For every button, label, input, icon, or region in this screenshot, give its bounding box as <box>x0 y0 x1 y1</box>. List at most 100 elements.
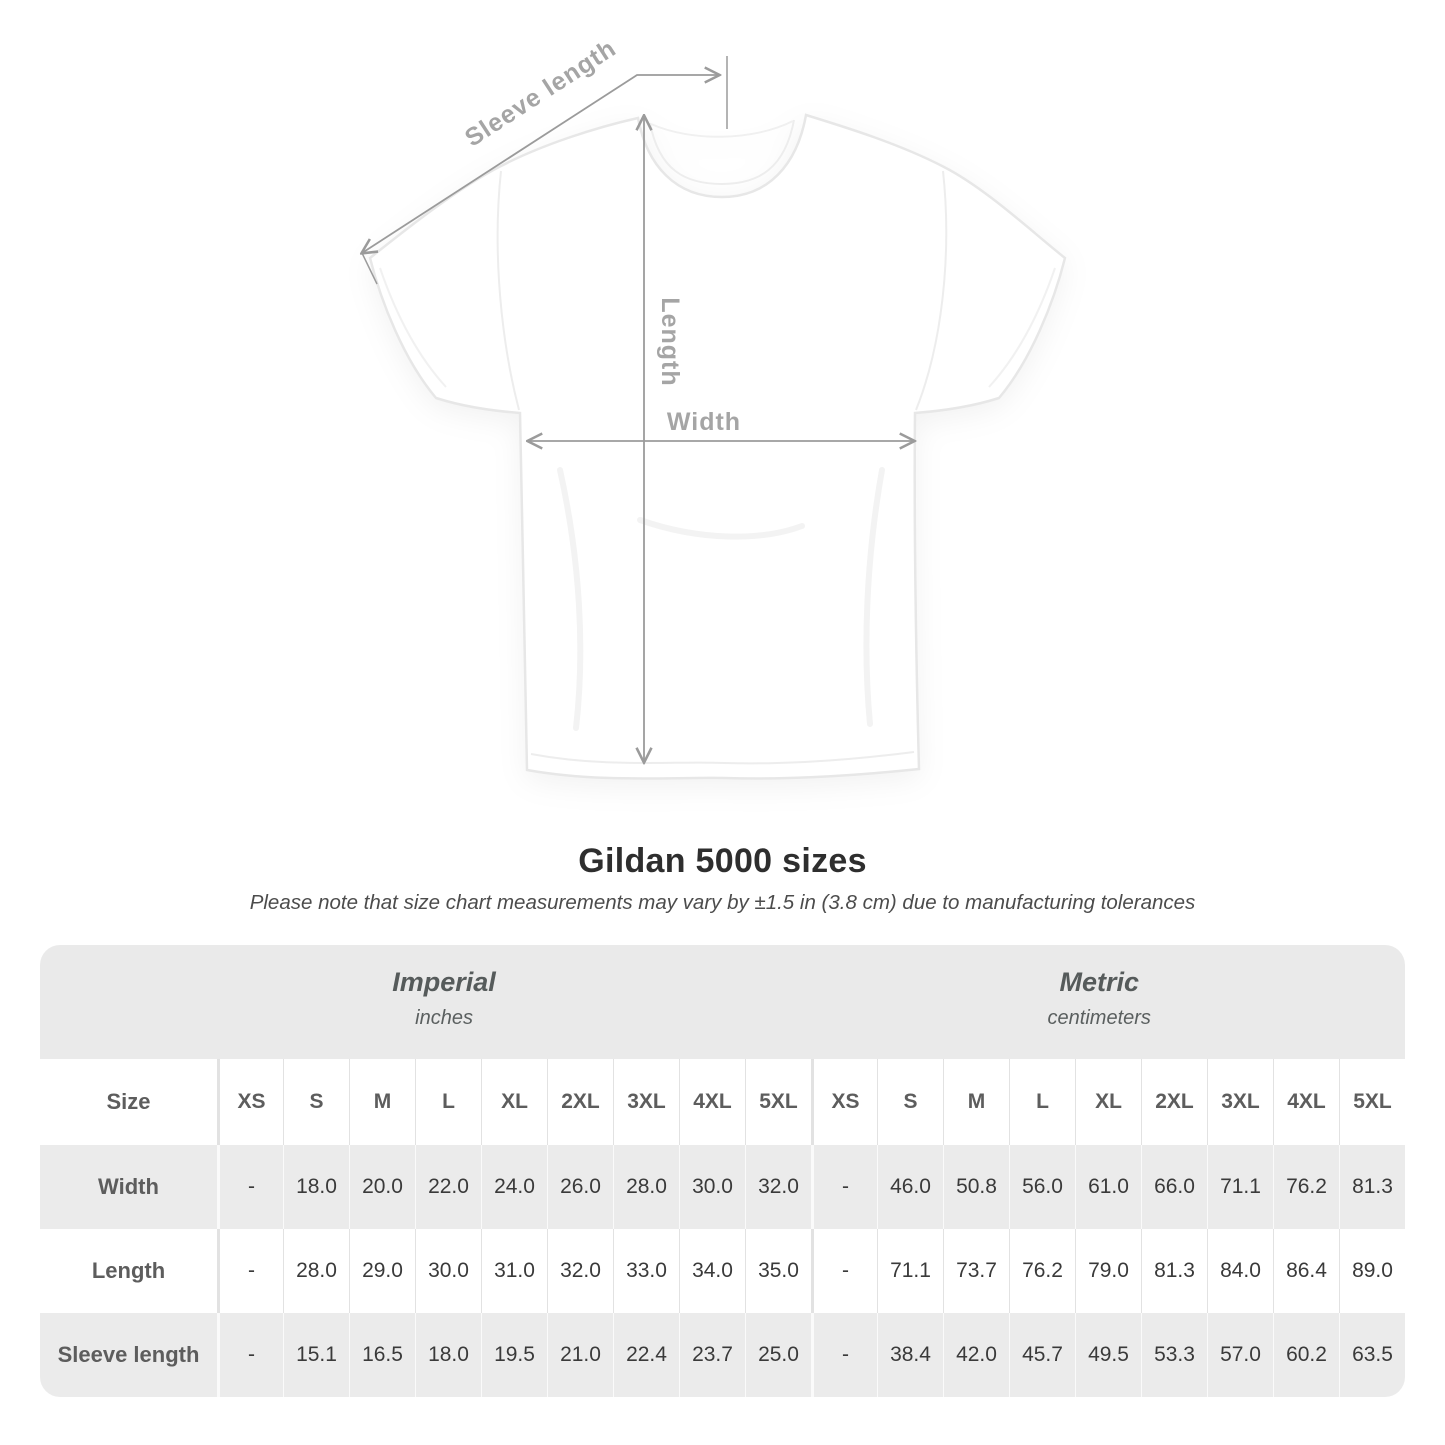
width-cell: 76.2 <box>1273 1145 1339 1229</box>
metric-section-header: Metric centimeters <box>826 967 1372 1030</box>
left-sleeve-hem <box>379 267 447 388</box>
sleeve-cell: 49.5 <box>1075 1313 1141 1397</box>
width-cell: 81.3 <box>1339 1145 1405 1229</box>
imperial-col-5xl: 5XL <box>745 1059 811 1145</box>
length-cell: 31.0 <box>481 1229 547 1313</box>
imperial-col-m: M <box>349 1059 415 1145</box>
length-cell: 73.7 <box>943 1229 1009 1313</box>
length-label: Length <box>656 297 684 386</box>
imperial-col-4xl: 4XL <box>679 1059 745 1145</box>
right-armhole-seam <box>915 170 948 411</box>
length-cell: 89.0 <box>1339 1229 1405 1313</box>
imperial-section-unit: inches <box>415 1007 473 1029</box>
sleeve-cell: 57.0 <box>1207 1313 1273 1397</box>
width-cell: 71.1 <box>1207 1145 1273 1229</box>
width-cell: 26.0 <box>547 1145 613 1229</box>
sleeve-cell: - <box>811 1313 877 1397</box>
sleeve-cell: 60.2 <box>1273 1313 1339 1397</box>
width-cell: 46.0 <box>877 1145 943 1229</box>
width-cell: - <box>811 1145 877 1229</box>
imperial-section-header: Imperial inches <box>171 967 717 1030</box>
tshirt-measurement-diagram: Sleeve length Length Width <box>0 34 1067 780</box>
imperial-section-title: Imperial <box>392 967 496 997</box>
length-cell: 30.0 <box>415 1229 481 1313</box>
hem-stitch-line <box>530 751 915 765</box>
length-cell: 34.0 <box>679 1229 745 1313</box>
metric-col-5xl: 5XL <box>1339 1059 1405 1145</box>
size-table: Imperial inches Metric centimeters Size … <box>40 945 1405 1397</box>
metric-col-2xl: 2XL <box>1141 1059 1207 1145</box>
metric-col-l: L <box>1009 1059 1075 1145</box>
sleeve-cell: 21.0 <box>547 1313 613 1397</box>
row-label-length: Length <box>91 1258 166 1283</box>
length-cell: 29.0 <box>349 1229 415 1313</box>
sleeve-cell: 25.0 <box>745 1313 811 1397</box>
width-cell: 32.0 <box>745 1145 811 1229</box>
length-cell: 81.3 <box>1141 1229 1207 1313</box>
width-cell: 56.0 <box>1009 1145 1075 1229</box>
imperial-col-xs: XS <box>217 1059 283 1145</box>
sleeve-cell: 42.0 <box>943 1313 1009 1397</box>
metric-col-m: M <box>943 1059 1009 1145</box>
sleeve-cell: 16.5 <box>349 1313 415 1397</box>
width-cell: 30.0 <box>679 1145 745 1229</box>
sleeve-cell: 18.0 <box>415 1313 481 1397</box>
width-cell: 28.0 <box>613 1145 679 1229</box>
width-cell: - <box>217 1145 283 1229</box>
sleeve-cell: 53.3 <box>1141 1313 1207 1397</box>
width-cell: 61.0 <box>1075 1145 1141 1229</box>
length-cell: 33.0 <box>613 1229 679 1313</box>
measurement-arrows <box>362 56 914 762</box>
sleeve-cell: 22.4 <box>613 1313 679 1397</box>
size-corner-label: Size <box>106 1089 151 1114</box>
sleeve-length-arrow <box>362 75 719 253</box>
fold-shading-left <box>557 467 584 731</box>
length-cell: 86.4 <box>1273 1229 1339 1313</box>
width-cell: 22.0 <box>415 1145 481 1229</box>
row-label-sleeve-length: Sleeve length <box>57 1342 200 1367</box>
imperial-col-3xl: 3XL <box>613 1059 679 1145</box>
imperial-col-s: S <box>283 1059 349 1145</box>
metric-col-3xl: 3XL <box>1207 1059 1273 1145</box>
metric-col-xl: XL <box>1075 1059 1141 1145</box>
imperial-col-xl: XL <box>481 1059 547 1145</box>
row-label-width: Width <box>98 1174 159 1199</box>
imperial-col-l: L <box>415 1059 481 1145</box>
length-row: Length - 28.0 29.0 30.0 31.0 32.0 33.0 3… <box>40 1229 1405 1313</box>
sleeve-cell: - <box>217 1313 283 1397</box>
metric-col-xs: XS <box>811 1059 877 1145</box>
sleeve-length-row: Sleeve length - 15.1 16.5 18.0 19.5 21.0… <box>40 1313 1405 1397</box>
fold-shading-right <box>863 467 885 727</box>
width-cell: 20.0 <box>349 1145 415 1229</box>
right-sleeve-hem <box>988 267 1056 388</box>
sleeve-cell: 38.4 <box>877 1313 943 1397</box>
width-cell: 24.0 <box>481 1145 547 1229</box>
length-cell: 71.1 <box>877 1229 943 1313</box>
width-cell: 18.0 <box>283 1145 349 1229</box>
tolerance-note: Please note that size chart measurements… <box>249 891 1196 914</box>
sleeve-cell: 19.5 <box>481 1313 547 1397</box>
width-row: Width - 18.0 20.0 22.0 24.0 26.0 28.0 30… <box>40 1145 1405 1229</box>
length-cell: 32.0 <box>547 1229 613 1313</box>
length-cell: 84.0 <box>1207 1229 1273 1313</box>
size-header-row: Size XS S M L XL 2XL 3XL 4XL 5XL XS S M … <box>40 1059 1405 1145</box>
sleeve-cell: 15.1 <box>283 1313 349 1397</box>
tshirt-body <box>368 113 1067 780</box>
sleeve-cell: 63.5 <box>1339 1313 1405 1397</box>
length-cell: 79.0 <box>1075 1229 1141 1313</box>
metric-col-4xl: 4XL <box>1273 1059 1339 1145</box>
collar-back-line <box>650 120 794 138</box>
length-cell: 35.0 <box>745 1229 811 1313</box>
page-title: Gildan 5000 sizes <box>578 842 867 880</box>
width-cell: 50.8 <box>943 1145 1009 1229</box>
length-cell: - <box>811 1229 877 1313</box>
length-cell: 76.2 <box>1009 1229 1075 1313</box>
sleeve-tip-leader <box>361 252 378 285</box>
imperial-col-2xl: 2XL <box>547 1059 613 1145</box>
sleeve-cell: 45.7 <box>1009 1313 1075 1397</box>
metric-section-title: Metric <box>1059 967 1139 997</box>
fold-shading-chest <box>637 517 805 540</box>
sleeve-cell: 23.7 <box>679 1313 745 1397</box>
metric-section-unit: centimeters <box>1047 1007 1151 1029</box>
tshirt-graphic <box>368 113 1067 780</box>
